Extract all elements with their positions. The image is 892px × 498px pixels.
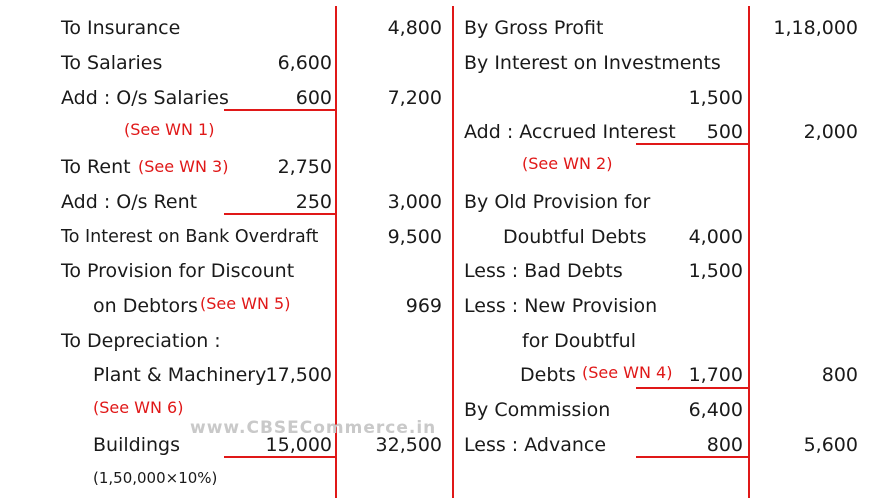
rent-label: To Rent [61,156,131,178]
interest-overdraft-amount: 9,500 [387,226,442,248]
old-provision-label: By Old Provision for [464,191,651,213]
os-rent-value: 250 [295,191,332,213]
underline-accrued-interest [636,143,749,145]
wn1-note: (See WN 1) [124,120,215,139]
rent-value: 2,750 [277,156,332,178]
new-provision-label-2: for Doubtful [522,330,636,352]
commission-value: 6,400 [688,399,743,421]
old-provision-label-2: Doubtful Debts [503,226,647,248]
interest-investments-value: 1,500 [688,87,743,109]
advance-label: Less : Advance [464,434,607,456]
depreciation-total-amount: 32,500 [375,434,442,456]
provision-discount-label-2: on Debtors [93,295,198,317]
wn5-note: (See WN 5) [200,294,291,313]
plant-value: 17,500 [265,364,332,386]
underline-advance [636,456,749,458]
underline-os-rent [224,213,336,215]
old-provision-value: 4,000 [688,226,743,248]
interest-total-amount: 2,000 [803,121,858,143]
buildings-value: 15,000 [265,434,332,456]
salaries-label: To Salaries [61,52,163,74]
underline-os-salaries [224,109,336,111]
watermark: www.CBSECommerce.in [190,418,437,438]
gross-profit-label: By Gross Profit [464,17,604,39]
wn6-note: (See WN 6) [93,398,184,417]
advance-value: 800 [706,434,743,456]
insurance-amount: 4,800 [387,17,442,39]
underline-new-provision [636,387,749,389]
gross-profit-amount: 1,18,000 [773,17,858,39]
buildings-calc: (1,50,000×10%) [93,469,218,487]
bad-debts-label: Less : Bad Debts [464,260,623,282]
underline-buildings [224,456,336,458]
accrued-interest-label: Add : Accrued Interest [464,121,676,143]
commission-label: By Commission [464,399,611,421]
new-provision-label: Less : New Provision [464,295,658,317]
buildings-label: Buildings [93,434,180,456]
column-rule-divider [452,6,454,498]
new-provision-value: 1,700 [688,364,743,386]
os-salaries-label: Add : O/s Salaries [61,87,229,109]
bad-debts-value: 1,500 [688,260,743,282]
insurance-label: To Insurance [61,17,181,39]
depreciation-label: To Depreciation : [61,330,221,352]
os-rent-label: Add : O/s Rent [61,191,198,213]
column-rule-credit-amount [748,6,750,498]
new-provision-label-3: Debts [520,364,576,386]
accrued-interest-value: 500 [706,121,743,143]
commission-net-amount: 5,600 [803,434,858,456]
provision-discount-label: To Provision for Discount [61,260,295,282]
salaries-value: 6,600 [277,52,332,74]
os-salaries-value: 600 [295,87,332,109]
interest-overdraft-label: To Interest on Bank Overdraft [61,227,319,247]
wn4-note: (See WN 4) [582,363,673,382]
column-rule-debit-amount [335,6,337,498]
provision-discount-amount: 969 [405,295,442,317]
rent-total-amount: 3,000 [387,191,442,213]
wn3-note: (See WN 3) [138,157,229,176]
interest-investments-label: By Interest on Investments [464,52,721,74]
wn2-note: (See WN 2) [522,154,613,173]
provision-net-amount: 800 [821,364,858,386]
plant-label: Plant & Machinery [93,364,267,386]
salaries-total-amount: 7,200 [387,87,442,109]
